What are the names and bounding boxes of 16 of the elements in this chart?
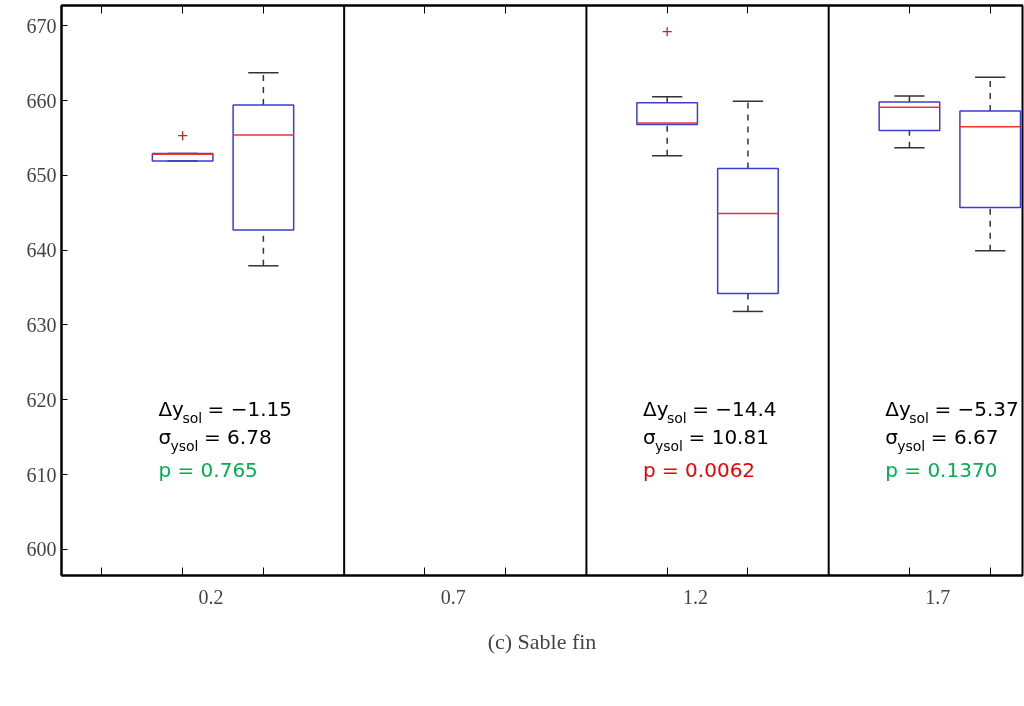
annotation: p = 0.1370: [885, 458, 998, 482]
x-tick-label: 1.2: [682, 585, 708, 608]
y-tick-label: 630: [26, 313, 57, 336]
y-tick-label: 640: [26, 239, 57, 262]
x-tick-label: 1.7: [925, 585, 951, 608]
x-tick-label: 0.2: [198, 585, 224, 608]
x-tick-label: 0.7: [440, 585, 466, 608]
y-tick-label: 650: [26, 164, 57, 187]
y-tick-label: 620: [26, 388, 57, 411]
annotation: p = 0.0062: [642, 458, 756, 482]
y-tick-label: 670: [26, 14, 57, 37]
annotation: p = 0.765: [158, 458, 258, 482]
y-tick-label: 610: [26, 463, 57, 486]
y-tick-label: 600: [26, 538, 57, 561]
text: (c) Sable fin: [487, 628, 597, 654]
y-tick-label: 660: [26, 89, 57, 112]
